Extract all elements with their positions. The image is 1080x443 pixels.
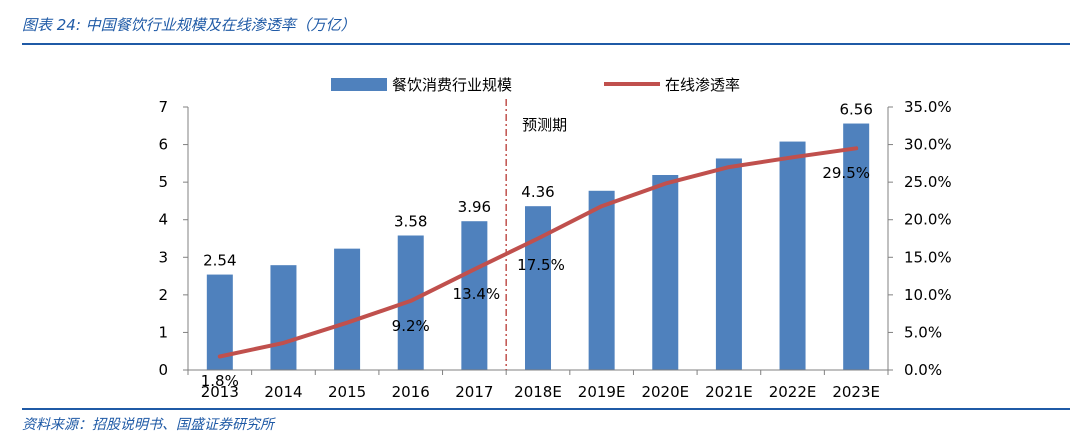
bar-2014 bbox=[270, 265, 297, 370]
x-tick-label: 2018E bbox=[514, 383, 562, 401]
legend-line-label: 在线渗透率 bbox=[665, 76, 740, 94]
bar-2015 bbox=[334, 248, 361, 370]
x-tick-label: 2017 bbox=[455, 383, 493, 401]
legend-bar-label: 餐饮消费行业规模 bbox=[392, 76, 512, 94]
right-tick-label: 30.0% bbox=[904, 136, 952, 154]
bar-value-label: 6.56 bbox=[839, 101, 872, 119]
bar-value-label: 4.36 bbox=[521, 183, 554, 201]
right-tick-label: 0.0% bbox=[904, 361, 942, 379]
bar-2019E bbox=[588, 190, 615, 370]
right-tick-label: 20.0% bbox=[904, 211, 952, 229]
right-tick-label: 10.0% bbox=[904, 286, 952, 304]
line-value-label: 17.5% bbox=[517, 256, 565, 274]
x-tick-label: 2014 bbox=[264, 383, 302, 401]
line-value-label: 13.4% bbox=[453, 285, 501, 303]
left-tick-label: 5 bbox=[158, 173, 168, 191]
bar-2021E bbox=[715, 158, 742, 370]
right-tick-label: 5.0% bbox=[904, 323, 942, 341]
data-labels: 2.54 3.58 3.96 4.36 6.56 1.8% 9.2% 13.4% 17.5% 29… bbox=[201, 101, 873, 390]
bar-2018E bbox=[525, 206, 551, 370]
title-rule bbox=[22, 43, 1070, 45]
left-tick-label: 7 bbox=[158, 98, 168, 116]
line-series bbox=[217, 146, 859, 359]
left-tick-label: 6 bbox=[158, 136, 168, 154]
bar-2023E bbox=[843, 123, 870, 370]
figure-source: 资料来源：招股说明书、国盛证券研究所 bbox=[22, 417, 274, 433]
axes: 0 1 2 3 4 5 6 7 0.0% 5.0% 10.0% 15.0% 20.0% 25.0% 30.0… bbox=[158, 98, 951, 401]
line-value-label: 9.2% bbox=[392, 317, 430, 335]
bar-2017 bbox=[461, 221, 488, 370]
right-tick-label: 15.0% bbox=[904, 248, 952, 266]
x-tick-label: 2013 bbox=[201, 383, 239, 401]
line-value-label: 29.5% bbox=[822, 164, 870, 182]
legend: 餐饮消费行业规模 在线渗透率 bbox=[331, 76, 740, 94]
bar-2022E bbox=[779, 141, 806, 370]
legend-bar-swatch bbox=[331, 78, 387, 91]
bar-value-label: 3.96 bbox=[458, 198, 491, 216]
left-tick-label: 0 bbox=[158, 361, 168, 379]
x-tick-label: 2022E bbox=[769, 383, 817, 401]
figure-title: 图表 24: 中国餐饮行业规模及在线渗透率（万亿） bbox=[22, 16, 356, 34]
x-tick-label: 2015 bbox=[328, 383, 366, 401]
source-rule bbox=[22, 408, 1070, 410]
left-tick-label: 3 bbox=[158, 248, 168, 266]
bar-2020E bbox=[652, 175, 679, 370]
x-tick-label: 2020E bbox=[641, 383, 689, 401]
penetration-line bbox=[217, 146, 859, 359]
left-tick-label: 1 bbox=[158, 323, 168, 341]
x-tick-label: 2019E bbox=[578, 383, 626, 401]
x-tick-label: 2023E bbox=[832, 383, 880, 401]
forecast-label: 预测期 bbox=[522, 116, 567, 134]
bar-value-label: 2.54 bbox=[203, 252, 236, 270]
right-tick-label: 35.0% bbox=[904, 98, 952, 116]
left-tick-label: 4 bbox=[158, 211, 168, 229]
x-tick-label: 2021E bbox=[705, 383, 753, 401]
left-tick-label: 2 bbox=[158, 286, 168, 304]
right-tick-label: 25.0% bbox=[904, 173, 952, 191]
bar-value-label: 3.58 bbox=[394, 212, 427, 230]
x-tick-label: 2016 bbox=[392, 383, 430, 401]
line-value-label: 1.8% bbox=[201, 372, 239, 390]
